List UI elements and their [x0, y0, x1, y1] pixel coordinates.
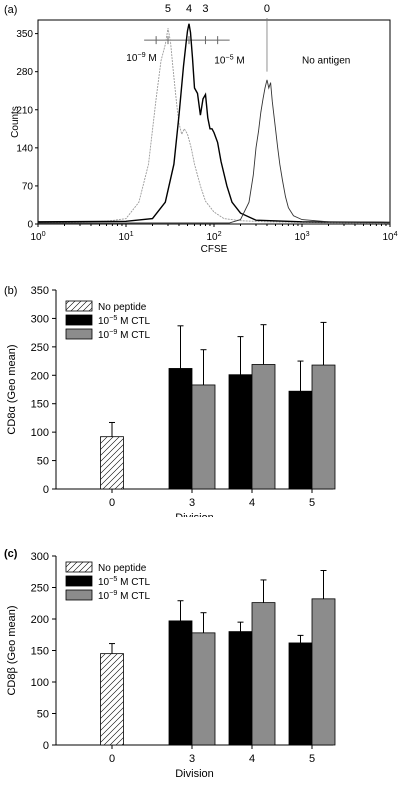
- x-tick-label: 100: [30, 229, 45, 243]
- annotation-label: 10−5 M: [214, 53, 244, 67]
- bar: [251, 602, 276, 746]
- plot-frame: [37, 19, 391, 225]
- x-tick-label: 3: [189, 753, 195, 765]
- bar: [311, 364, 336, 490]
- cd8-beta-bar-chart: (c) 0 50 100 150 200 250 300 0 3 4 5 Division CD8β (G…: [4, 548, 336, 780]
- bar: [228, 631, 253, 746]
- bar: [251, 364, 276, 490]
- bar: [100, 653, 124, 746]
- annotation-label: No antigen: [302, 56, 350, 67]
- x-tick-label: 5: [309, 497, 315, 509]
- y-tick-label: 210: [16, 105, 33, 116]
- y-tick-label: 70: [22, 181, 34, 192]
- y-axis-label: Counts: [10, 106, 21, 138]
- x-tick-label: 3: [189, 497, 195, 509]
- panel-label-a: (a): [4, 4, 17, 16]
- y-tick-label: 0: [27, 220, 33, 231]
- x-axis-label: CFSE: [201, 244, 228, 255]
- panel-label-c: (c): [4, 548, 18, 560]
- legend-swatch: [65, 328, 93, 340]
- bar: [288, 390, 313, 490]
- legend-label: No peptide: [98, 563, 147, 574]
- x-tick-label: 101: [118, 229, 133, 243]
- legend-label: 10−5 M CTL: [98, 313, 151, 327]
- histogram-series-line: [38, 79, 391, 224]
- division-label: 0: [264, 3, 270, 15]
- y-tick-label: 50: [37, 709, 49, 721]
- legend-label: 10−5 M CTL: [98, 574, 151, 588]
- legend-swatch: [65, 575, 93, 587]
- x-tick-label: 0: [109, 753, 115, 765]
- legend-swatch: [65, 314, 93, 326]
- histogram-series-line: [37, 28, 390, 224]
- x-tick-label: 103: [294, 229, 309, 243]
- y-tick-label: 150: [31, 399, 49, 411]
- division-label: 3: [202, 3, 208, 15]
- x-tick-label: 4: [249, 753, 255, 765]
- y-tick-label: 100: [31, 677, 49, 689]
- division-label: 5: [165, 3, 171, 15]
- y-tick-label: 350: [31, 285, 49, 297]
- legend-swatch: [65, 300, 93, 312]
- x-tick-label: 0: [109, 497, 115, 509]
- y-tick-label: 300: [31, 551, 49, 563]
- y-axis-label: CD8β (Geo mean): [6, 605, 18, 695]
- y-tick-label: 350: [16, 29, 33, 40]
- bar: [191, 384, 216, 490]
- bar: [100, 436, 124, 490]
- bar: [168, 368, 193, 490]
- bar: [191, 632, 216, 746]
- y-tick-label: 100: [31, 427, 49, 439]
- x-tick-label: 102: [206, 229, 221, 243]
- x-axis-label: Division: [175, 512, 214, 517]
- y-tick-label: 200: [31, 370, 49, 382]
- y-tick-label: 150: [31, 646, 49, 658]
- x-tick-label: 5: [309, 753, 315, 765]
- bar: [311, 598, 336, 746]
- legend-label: No peptide: [98, 302, 147, 313]
- x-tick-label: 104: [382, 229, 397, 243]
- y-tick-label: 280: [16, 67, 33, 78]
- y-tick-label: 300: [31, 313, 49, 325]
- bar: [228, 374, 253, 490]
- annotation-label: 10−9 M: [126, 50, 156, 64]
- legend-label: 10−9 M CTL: [98, 327, 151, 341]
- y-tick-label: 140: [16, 143, 33, 154]
- legend-swatch: [65, 561, 93, 573]
- bar: [288, 642, 313, 746]
- y-axis-label: CD8α (Geo mean): [6, 344, 18, 434]
- legend-label: 10−9 M CTL: [98, 588, 151, 602]
- x-axis-label: Division: [175, 768, 214, 780]
- legend-swatch: [65, 589, 93, 601]
- y-tick-label: 0: [43, 740, 49, 752]
- y-tick-label: 250: [31, 342, 49, 354]
- histogram-series-line: [37, 23, 391, 224]
- y-tick-label: 0: [43, 484, 49, 496]
- bar: [168, 620, 193, 746]
- panel-label-b: (b): [4, 285, 17, 297]
- bar-panel-c: (c) 0 50 100 150 200 250 300 0 3 4 5 Division CD8β (G…: [0, 525, 400, 787]
- y-tick-label: 200: [31, 614, 49, 626]
- histogram-panel-a: (a) 0 70 140 210 280 350 100 101 102 103 104 CFSE Cou…: [0, 0, 400, 255]
- y-tick-label: 50: [37, 456, 49, 468]
- bar-panel-b: (b) 0 50 100 150 200 250 300 350 0 3 4 5 Division CD8α…: [0, 262, 400, 517]
- x-tick-label: 4: [249, 497, 255, 509]
- division-label: 4: [186, 3, 192, 15]
- cd8-alpha-bar-chart: (b) 0 50 100 150 200 250 300 350 0 3 4 5 Division CD8α…: [4, 285, 336, 517]
- y-tick-label: 250: [31, 583, 49, 595]
